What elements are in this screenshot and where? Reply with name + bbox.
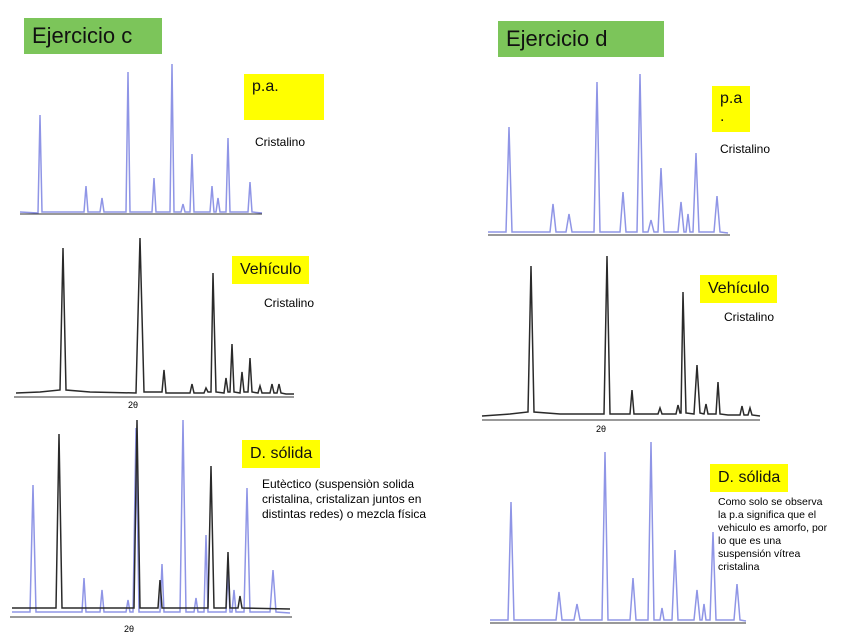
solid-note-c: Eutèctico (suspensiòn solida cristalina,… [262,477,427,521]
vehicle-axis-c: 2θ [128,400,139,410]
vehicle-note-c: Cristalino [264,296,315,310]
vehicle-axis-d: 2θ [596,424,607,434]
pa-label-d: p.a . [712,86,750,132]
vehicle-note-d: Cristalino [724,310,775,324]
ejercicio-d-title: Ejercicio d [498,21,664,57]
vehicle-label-c: Vehículo [232,256,310,284]
pa-label-c: p.a. [244,74,324,120]
solid-note-d: Como solo se observa la p.a significa qu… [718,496,828,573]
solid-label-c: D. sólida [242,440,321,468]
vehicle-label-d: Vehículo [700,275,778,303]
solid-label-d: D. sólida [710,464,789,492]
pa-note-c: Cristalino [255,135,306,149]
ejercicio-c-title: Ejercicio c [24,18,162,54]
solid-axis-c: 2θ [124,624,135,634]
pa-note-d: Cristalino [720,142,771,156]
